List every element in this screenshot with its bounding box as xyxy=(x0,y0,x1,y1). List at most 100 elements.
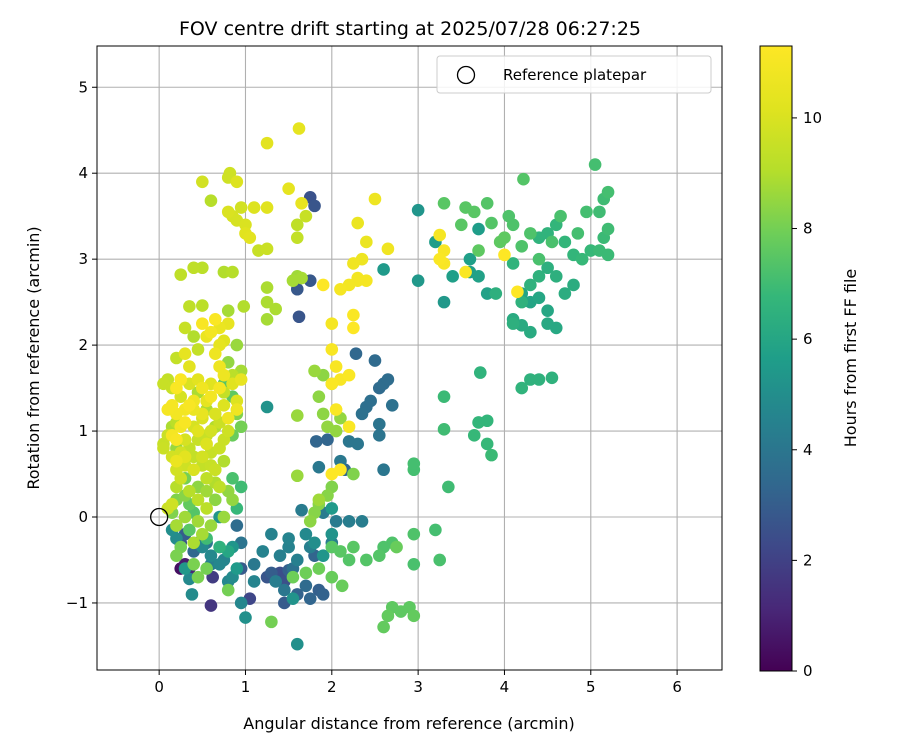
data-point xyxy=(549,270,563,283)
y-axis-label: Rotation from reference (arcmin) xyxy=(24,226,43,489)
data-point xyxy=(437,390,451,403)
data-point xyxy=(208,463,222,477)
data-point xyxy=(226,265,239,279)
data-point xyxy=(334,282,347,296)
data-point xyxy=(183,360,196,373)
data-point xyxy=(312,562,326,575)
data-point xyxy=(303,592,317,605)
data-point xyxy=(473,366,487,379)
data-point xyxy=(247,575,261,588)
data-point xyxy=(502,209,516,223)
data-point xyxy=(290,469,304,483)
data-point xyxy=(372,549,386,562)
data-point xyxy=(360,274,373,287)
data-point xyxy=(554,209,567,223)
data-point xyxy=(234,373,248,386)
data-point xyxy=(364,394,377,408)
data-point xyxy=(467,205,481,219)
data-point xyxy=(545,235,559,249)
x-tick-label: 1 xyxy=(241,678,251,696)
data-point xyxy=(459,265,472,279)
data-point xyxy=(355,515,369,528)
data-point xyxy=(541,304,554,318)
data-point xyxy=(226,493,239,507)
data-point xyxy=(411,274,425,287)
data-point xyxy=(312,460,326,474)
data-point xyxy=(325,502,339,515)
data-points xyxy=(157,122,615,651)
data-point xyxy=(309,435,323,448)
data-point xyxy=(467,429,481,442)
data-point xyxy=(498,231,511,244)
data-point xyxy=(191,570,205,584)
x-tick-label: 5 xyxy=(586,678,596,696)
colorbar-tick-label: 4 xyxy=(803,441,813,459)
data-point xyxy=(308,199,321,213)
data-point xyxy=(299,566,313,580)
data-point xyxy=(221,424,235,438)
data-point xyxy=(532,270,546,283)
data-point xyxy=(524,278,537,292)
data-point xyxy=(265,527,278,541)
data-point xyxy=(472,416,485,429)
data-point xyxy=(187,463,200,477)
data-point xyxy=(454,218,468,232)
data-point xyxy=(342,420,356,434)
data-point xyxy=(299,209,313,223)
data-point xyxy=(234,420,248,434)
data-point xyxy=(221,304,235,318)
data-point xyxy=(360,235,373,249)
data-point xyxy=(234,480,248,494)
data-point xyxy=(360,553,373,567)
data-point xyxy=(308,364,321,378)
data-point xyxy=(256,545,270,558)
data-point xyxy=(372,429,386,442)
y-tick-label: 1 xyxy=(78,422,88,440)
colorbar-label: Hours from first FF file xyxy=(841,269,860,448)
data-point xyxy=(316,278,330,292)
data-point xyxy=(187,557,200,571)
data-point xyxy=(213,540,226,554)
x-tick-label: 3 xyxy=(413,678,423,696)
data-point xyxy=(269,575,282,588)
data-point xyxy=(265,615,278,629)
data-point xyxy=(221,411,235,425)
data-point xyxy=(230,175,244,189)
data-point xyxy=(191,515,205,528)
data-point xyxy=(213,557,226,571)
data-point xyxy=(183,484,196,498)
x-tick-label: 4 xyxy=(500,678,510,696)
data-point xyxy=(196,450,209,464)
data-point xyxy=(230,403,244,416)
data-point xyxy=(230,338,244,352)
data-point xyxy=(325,377,339,391)
data-point xyxy=(601,248,615,262)
data-point xyxy=(433,553,447,567)
data-point xyxy=(290,409,304,422)
data-point xyxy=(290,231,304,244)
data-point xyxy=(524,227,537,240)
data-point xyxy=(390,540,403,554)
data-point xyxy=(204,549,218,562)
data-point xyxy=(260,400,274,414)
data-point xyxy=(541,317,554,330)
data-point xyxy=(429,523,442,537)
data-point xyxy=(278,583,291,597)
data-point xyxy=(601,222,615,236)
data-point xyxy=(567,278,580,292)
data-point xyxy=(312,493,326,507)
data-point xyxy=(385,398,399,412)
data-point xyxy=(342,435,356,448)
data-point xyxy=(532,252,546,266)
data-point xyxy=(230,562,244,575)
data-point xyxy=(480,287,494,300)
data-point xyxy=(208,313,222,326)
data-point xyxy=(325,343,339,356)
data-point xyxy=(217,265,231,279)
data-point xyxy=(575,252,589,266)
plot-frame xyxy=(96,45,723,671)
data-point xyxy=(485,448,498,462)
data-point xyxy=(355,407,369,421)
data-point xyxy=(480,437,494,451)
